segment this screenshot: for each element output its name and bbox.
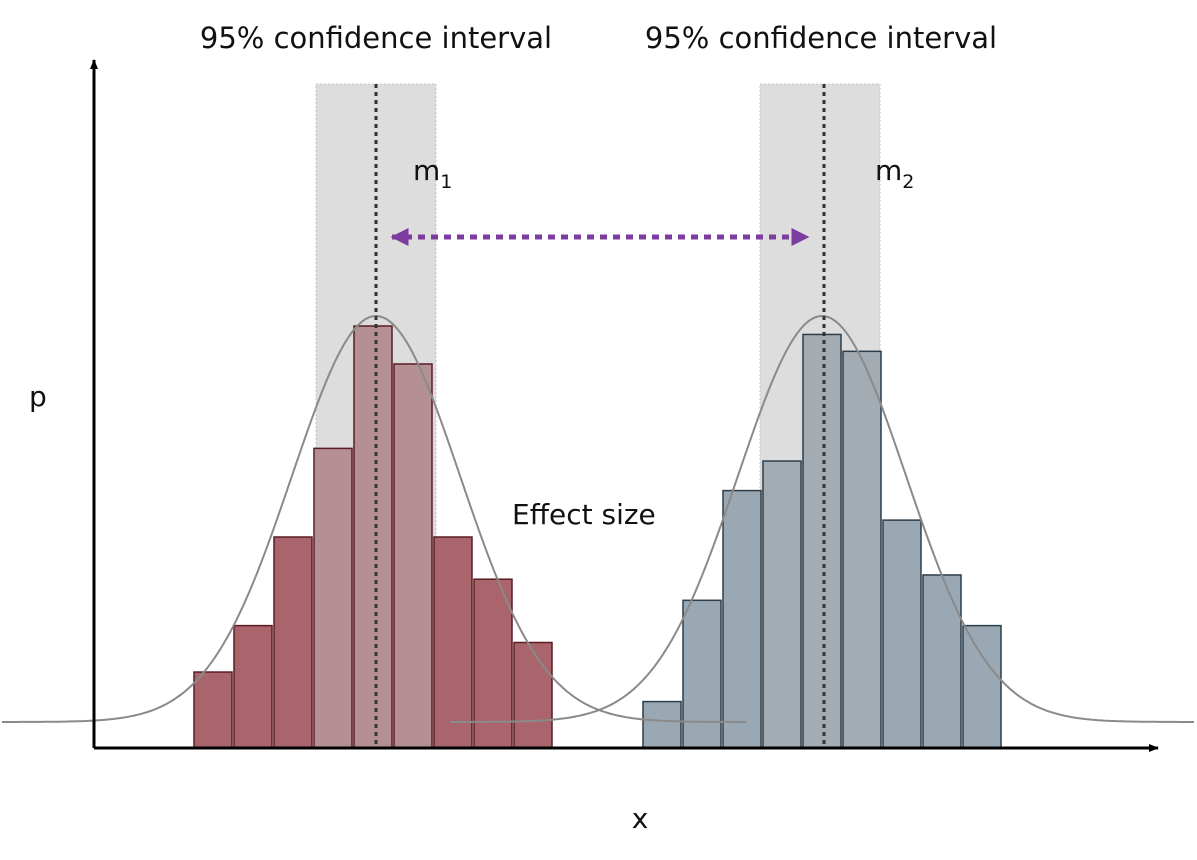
histogram-bar-2-1 xyxy=(642,700,682,749)
histogram-bar-1-1 xyxy=(193,671,233,749)
ci-title-right: 95% confidence interval xyxy=(645,21,997,55)
effect-size-label: Effect size xyxy=(512,498,656,531)
distribution-curve-2 xyxy=(450,314,1194,723)
histogram-bar-2-8 xyxy=(922,574,962,749)
mean-label-2: m2 xyxy=(875,154,914,193)
histogram-bar-1-2 xyxy=(233,624,273,749)
histogram-bar-1-7 xyxy=(433,536,473,749)
mean-label-1-base: m xyxy=(413,154,440,187)
histogram-bar-1-9 xyxy=(513,641,553,749)
histogram-bar-2-9 xyxy=(962,624,1002,749)
histogram-bar-2-2 xyxy=(682,599,722,749)
mean-label-2-base: m xyxy=(875,154,902,187)
histogram-bar-1-5 xyxy=(353,325,393,749)
histogram-bar-2-3 xyxy=(722,489,762,749)
histogram-bar-2-4 xyxy=(762,460,802,749)
histogram-group-2 xyxy=(642,333,1002,749)
histogram-bar-1-3 xyxy=(273,536,313,749)
histogram-bar-2-6 xyxy=(842,350,882,749)
distribution-curve-1 xyxy=(2,314,746,723)
mean-label-2-subscript: 2 xyxy=(902,171,914,193)
histogram-bar-2-5 xyxy=(802,333,842,749)
histogram-group-1 xyxy=(193,325,553,749)
mean-label-1: m1 xyxy=(413,154,452,193)
x-axis-label: x xyxy=(632,802,649,835)
mean-label-1-subscript: 1 xyxy=(440,171,452,193)
histogram-bar-1-4 xyxy=(313,447,353,749)
histogram-bar-1-6 xyxy=(393,363,433,749)
histogram-bar-2-7 xyxy=(882,519,922,749)
y-axis-label: p xyxy=(29,380,47,413)
ci-title-left: 95% confidence interval xyxy=(200,21,552,55)
